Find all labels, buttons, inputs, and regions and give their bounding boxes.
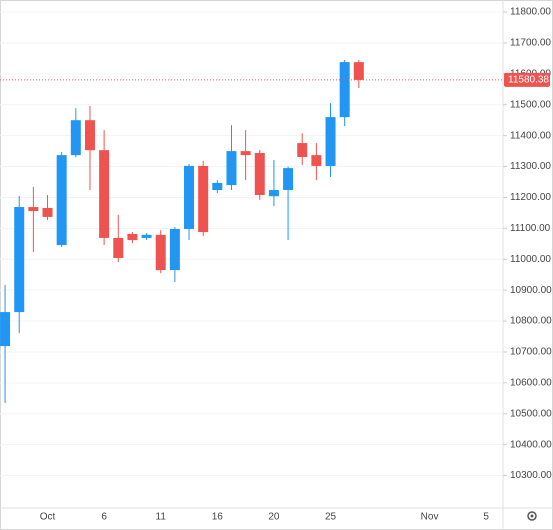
y-tick-label: 10500.00 bbox=[510, 408, 552, 419]
y-tick-label: 10700.00 bbox=[510, 347, 552, 358]
x-tick-label: 6 bbox=[101, 512, 107, 523]
y-tick-label: 10800.00 bbox=[510, 316, 552, 327]
candle-body bbox=[311, 155, 322, 166]
y-tick-label: 10400.00 bbox=[510, 439, 552, 450]
candle-body bbox=[14, 207, 25, 313]
candle-body bbox=[226, 151, 237, 186]
y-tick-label: 11000.00 bbox=[510, 254, 551, 265]
candle-body bbox=[268, 190, 279, 197]
last-price-label: 11580.38 bbox=[508, 75, 549, 86]
y-tick-label: 11200.00 bbox=[510, 192, 551, 203]
candle-body bbox=[339, 62, 350, 118]
y-tick-label: 11400.00 bbox=[510, 130, 551, 141]
gear[interactable] bbox=[527, 511, 537, 521]
settings-icon[interactable] bbox=[527, 511, 537, 521]
y-tick-label: 11300.00 bbox=[510, 161, 551, 172]
y-tick-label: 11800.00 bbox=[510, 7, 551, 18]
x-tick-label: 16 bbox=[212, 512, 224, 523]
candle-body bbox=[113, 237, 124, 259]
candle-body bbox=[283, 168, 294, 191]
candle-body bbox=[0, 312, 11, 347]
candle-body bbox=[141, 234, 152, 238]
candle-body bbox=[56, 155, 67, 246]
y-tick-label: 10300.00 bbox=[510, 470, 552, 481]
candle-body bbox=[184, 165, 195, 229]
candle-body bbox=[42, 207, 53, 217]
gear-center[interactable] bbox=[530, 514, 534, 518]
x-tick-label: 5 bbox=[483, 512, 489, 523]
y-tick-label: 11100.00 bbox=[510, 223, 551, 234]
candle-body bbox=[127, 233, 138, 241]
x-tick-label: 11 bbox=[156, 512, 167, 523]
candle-body bbox=[99, 150, 110, 238]
x-tick-label: Oct bbox=[40, 512, 56, 523]
candle-body bbox=[325, 117, 336, 166]
x-tick-label: 25 bbox=[325, 512, 337, 523]
x-tick-label: 20 bbox=[268, 512, 280, 523]
candle-body bbox=[212, 182, 223, 191]
candle-body bbox=[353, 62, 364, 80]
candle-body bbox=[254, 152, 265, 195]
candle-body bbox=[198, 165, 209, 233]
candle-body bbox=[169, 228, 180, 271]
x-tick-label: Nov bbox=[421, 512, 439, 523]
y-tick-label: 11700.00 bbox=[510, 38, 551, 49]
candle-body bbox=[70, 120, 81, 156]
candle-body bbox=[240, 151, 251, 156]
y-tick-label: 10600.00 bbox=[510, 377, 552, 388]
candle-body bbox=[28, 207, 39, 212]
candle-body bbox=[297, 143, 308, 157]
last-price-box bbox=[504, 72, 550, 87]
candle-body bbox=[84, 120, 95, 151]
y-tick-label: 11500.00 bbox=[510, 99, 551, 110]
candle-body bbox=[155, 234, 166, 271]
y-tick-label: 10900.00 bbox=[510, 285, 552, 296]
